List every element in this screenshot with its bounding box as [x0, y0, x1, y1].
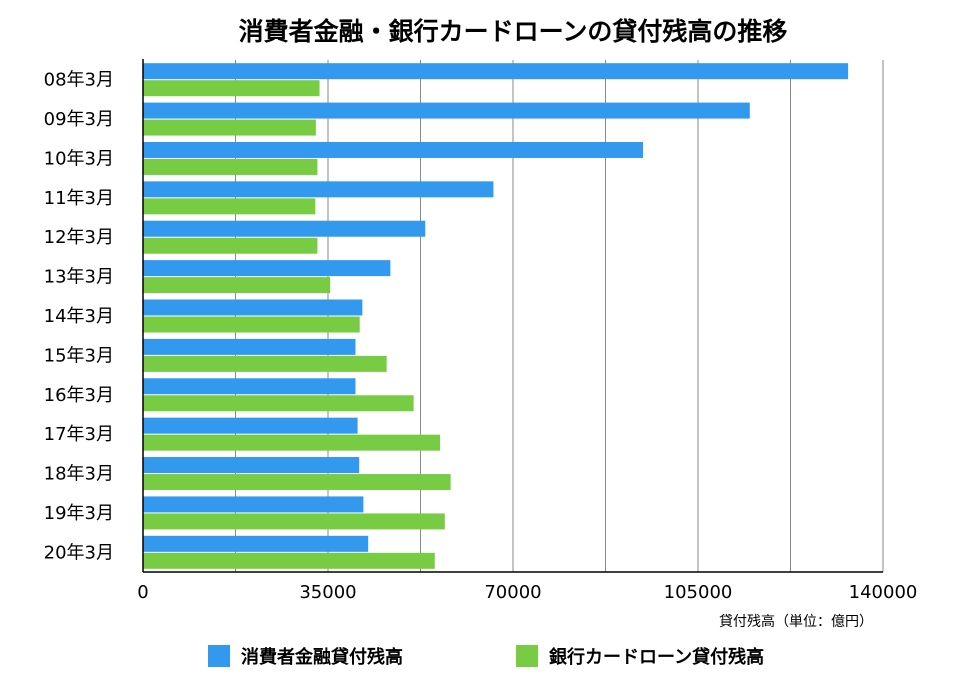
axes — [142, 59, 883, 573]
bar-consumer-finance — [143, 496, 364, 513]
x-tick-label: 70000 — [484, 582, 541, 603]
bar-bank-card-loan — [143, 277, 331, 294]
category-label: 14年3月 — [44, 306, 114, 327]
x-axis-label: 貸付残高（単位：億円） — [719, 613, 873, 630]
grid — [235, 60, 884, 572]
x-tick-label: 105000 — [664, 582, 733, 603]
bar-consumer-finance — [143, 457, 360, 474]
bar-bank-card-loan — [143, 158, 318, 175]
legend-swatch — [516, 645, 538, 667]
bar-consumer-finance — [143, 260, 391, 277]
legend-swatch — [208, 645, 230, 667]
chart-title: 消費者金融・銀行カードローンの貸付残高の推移 — [239, 17, 788, 46]
category-label: 18年3月 — [44, 464, 114, 485]
bar-consumer-finance — [143, 338, 356, 355]
x-tick-label: 35000 — [299, 582, 356, 603]
bar-consumer-finance — [143, 141, 644, 158]
category-label: 19年3月 — [44, 503, 114, 524]
category-labels: 08年3月 09年3月 10年3月 11年3月 12年3月 13年3月 14年3月 15年3月… — [44, 70, 114, 564]
category-label: 15年3月 — [44, 345, 114, 366]
category-label: 11年3月 — [44, 188, 114, 209]
bar-consumer-finance — [143, 378, 356, 395]
bar-consumer-finance — [143, 220, 426, 237]
category-label: 16年3月 — [44, 385, 114, 406]
bar-bank-card-loan — [143, 552, 435, 569]
category-label: 10年3月 — [44, 148, 114, 169]
bar-bank-card-loan — [143, 237, 318, 254]
category-label: 12年3月 — [44, 227, 114, 248]
category-label: 20年3月 — [44, 542, 114, 563]
bar-consumer-finance — [143, 535, 369, 552]
bar-consumer-finance — [143, 63, 849, 80]
x-tick-label: 140000 — [849, 582, 918, 603]
bar-bank-card-loan — [143, 355, 387, 372]
bar-bank-card-loan — [143, 513, 445, 530]
bar-consumer-finance — [143, 417, 358, 434]
legend-label: 銀行カードローン貸付残高 — [549, 646, 764, 668]
category-label: 09年3月 — [44, 109, 114, 130]
bar-bank-card-loan — [143, 316, 360, 333]
bar-consumer-finance — [143, 299, 363, 316]
tick-labels: 0 35000 70000 105000 140000 — [137, 582, 917, 603]
bar-bank-card-loan — [143, 474, 451, 491]
bar-bank-card-loan — [143, 80, 320, 97]
category-label: 08年3月 — [44, 70, 114, 91]
bar-bank-card-loan — [143, 434, 441, 451]
bar-bank-card-loan — [143, 119, 316, 136]
legend-label: 消費者金融貸付残高 — [241, 646, 403, 668]
legend: 消費者金融貸付残高 銀行カードローン貸付残高 — [208, 645, 764, 668]
bar-consumer-finance — [143, 102, 750, 119]
bar-bank-card-loan — [143, 198, 316, 215]
bar-consumer-finance — [143, 181, 494, 198]
bar-bank-card-loan — [143, 395, 414, 412]
category-label: 13年3月 — [44, 267, 114, 288]
x-tick-label: 0 — [137, 582, 148, 603]
bars — [143, 63, 849, 569]
category-label: 17年3月 — [44, 424, 114, 445]
